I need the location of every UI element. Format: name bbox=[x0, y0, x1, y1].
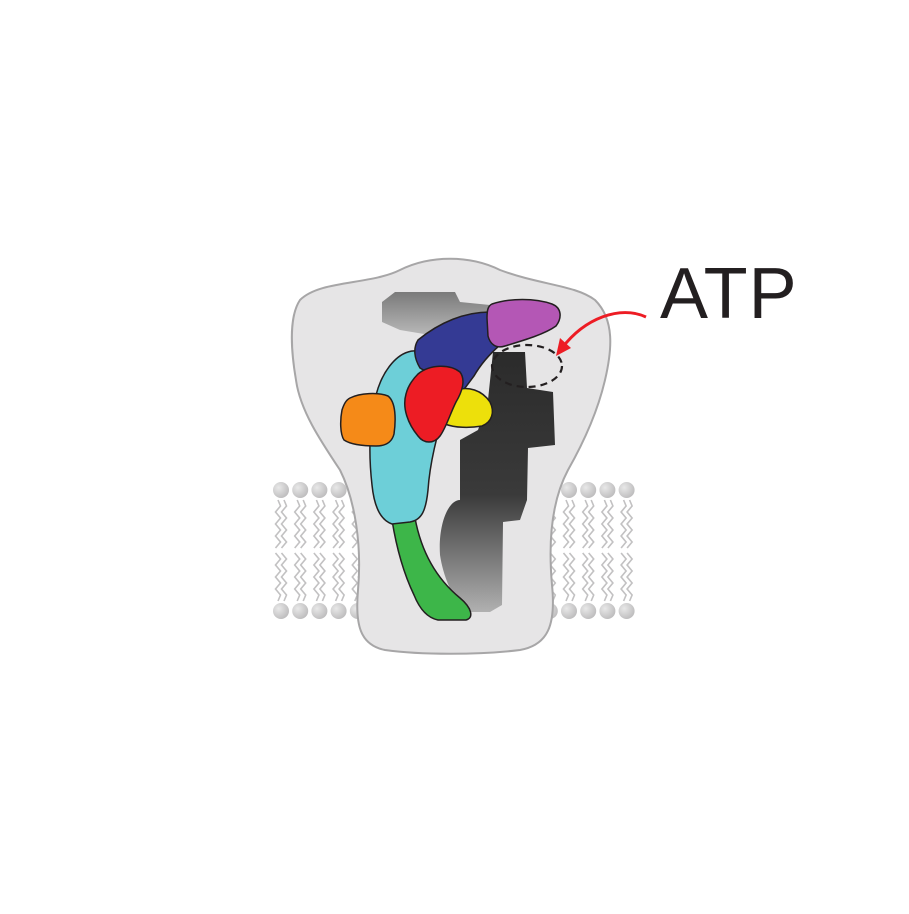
lipid-tail bbox=[568, 499, 576, 549]
lipid-tail bbox=[620, 552, 628, 602]
lipid-head bbox=[561, 482, 577, 498]
lipid-head bbox=[311, 603, 328, 619]
lipid-head bbox=[330, 482, 347, 498]
lipid-tail bbox=[606, 552, 614, 602]
lipid-tail bbox=[338, 552, 346, 602]
green-subunit bbox=[391, 517, 472, 621]
lipid-tail bbox=[568, 552, 576, 602]
lipid-tail bbox=[332, 552, 340, 602]
lipid-tail bbox=[332, 499, 340, 549]
dark-stator-subunit bbox=[439, 352, 555, 612]
lipid-tail bbox=[587, 499, 595, 549]
lipid-head bbox=[292, 482, 309, 498]
lipid-head bbox=[561, 603, 577, 619]
magenta-subunit bbox=[486, 298, 561, 348]
arrow-head bbox=[556, 338, 571, 356]
lipid-tail bbox=[600, 499, 608, 549]
lipid-tail bbox=[299, 552, 307, 602]
lipid-tail bbox=[280, 552, 288, 602]
lipid-tail bbox=[562, 552, 570, 602]
lipid-tail bbox=[581, 499, 589, 549]
lipid-tail bbox=[620, 499, 628, 549]
protein-envelope bbox=[290, 257, 612, 655]
lipid-head bbox=[618, 482, 635, 498]
lipid-tail bbox=[274, 499, 282, 549]
atp-label: ATP bbox=[660, 254, 798, 334]
lipid-tail bbox=[606, 499, 614, 549]
lipid-head bbox=[273, 603, 289, 619]
lipid-tail bbox=[312, 552, 320, 602]
orange-subunit bbox=[339, 392, 396, 447]
lipid-head bbox=[580, 482, 597, 498]
lipid-tail bbox=[626, 499, 634, 549]
lipid-head bbox=[618, 603, 635, 619]
lipid-tail bbox=[293, 499, 301, 549]
lipid-tail bbox=[581, 552, 589, 602]
lipid-tail bbox=[293, 552, 301, 602]
lipid-tail bbox=[299, 499, 307, 549]
lipid-head bbox=[292, 603, 309, 619]
lipid-head bbox=[273, 482, 289, 498]
arrow-line bbox=[560, 311, 647, 349]
lipid-tail bbox=[318, 499, 326, 549]
lipid-head bbox=[580, 603, 597, 619]
lipid-tail bbox=[338, 499, 346, 549]
lipid-head bbox=[599, 482, 616, 498]
lipid-tail bbox=[626, 552, 634, 602]
lipid-head bbox=[330, 603, 347, 619]
atp-binding-site-outline bbox=[490, 343, 564, 389]
red-subunit bbox=[404, 365, 464, 443]
lipid-head bbox=[599, 603, 616, 619]
lipid-tail bbox=[274, 552, 282, 602]
lipid-tail bbox=[600, 552, 608, 602]
lipid-tail bbox=[312, 499, 320, 549]
lipid-head bbox=[311, 482, 328, 498]
lipid-tail bbox=[351, 552, 359, 602]
lipid-tail bbox=[318, 552, 326, 602]
lipid-tail bbox=[587, 552, 595, 602]
lipid-tail bbox=[562, 499, 570, 549]
lipid-tail bbox=[280, 499, 288, 549]
